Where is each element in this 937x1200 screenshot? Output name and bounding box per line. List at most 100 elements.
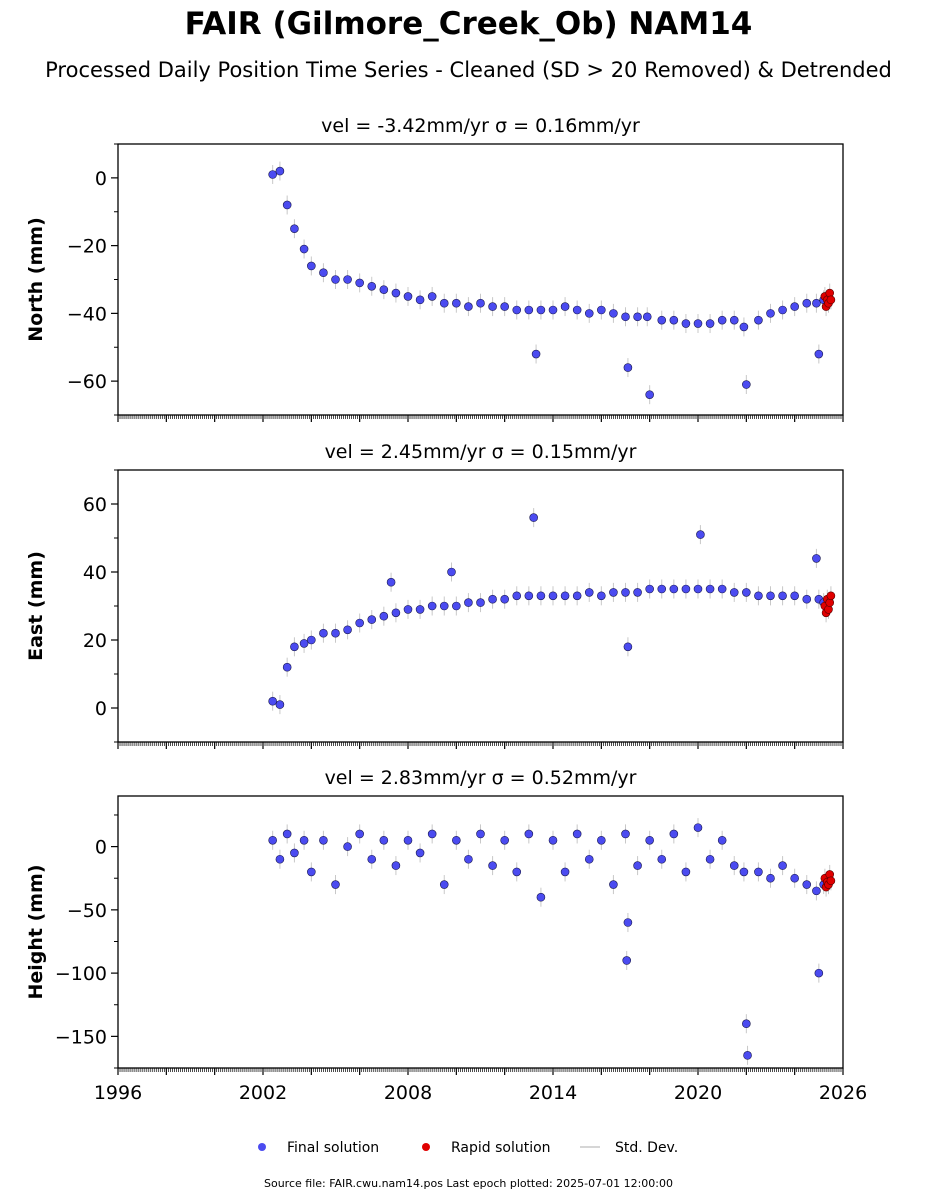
final-point [391, 861, 401, 870]
final-point [633, 588, 642, 597]
final-point [812, 554, 821, 563]
final-point [766, 309, 775, 318]
final-point [307, 867, 316, 877]
legend-label: Std. Dev. [615, 1140, 678, 1156]
final-point [693, 823, 703, 832]
panel-title: vel = 2.45mm/yr σ = 0.15mm/yr [325, 441, 637, 463]
final-point [307, 635, 316, 645]
y-tick-label: 0 [95, 168, 107, 190]
final-point [812, 298, 821, 308]
final-point [681, 584, 691, 594]
final-point [536, 305, 546, 315]
final-point [488, 594, 497, 604]
final-point [739, 322, 749, 332]
final-point [778, 305, 787, 315]
final-point [642, 312, 652, 322]
final-point [790, 591, 799, 601]
final-point [282, 662, 292, 672]
final-point [343, 842, 352, 851]
final-point [621, 829, 630, 839]
final-point [379, 285, 389, 294]
final-point [439, 298, 449, 308]
final-point [609, 309, 618, 318]
final-point [754, 315, 763, 325]
final-point [275, 166, 285, 176]
final-point [622, 956, 632, 965]
y-tick-label: −100 [55, 963, 107, 985]
final-point [802, 298, 812, 308]
final-point [717, 584, 727, 594]
y-axis-label: North (mm) [25, 217, 47, 342]
final-point [657, 315, 667, 325]
final-point [693, 584, 703, 594]
final-point [386, 577, 396, 587]
final-point [623, 642, 633, 652]
final-point [307, 261, 316, 271]
final-point [268, 835, 277, 845]
final-point [331, 275, 340, 284]
final-point [572, 829, 582, 839]
final-point [427, 601, 437, 611]
final-point [778, 591, 787, 601]
final-point [548, 305, 558, 315]
legend-label: Final solution [287, 1140, 379, 1156]
legend: Final solution Rapid solution Std. Dev. [258, 1140, 678, 1156]
page-subtitle: Processed Daily Position Time Series - C… [45, 58, 892, 82]
y-tick-label: −150 [55, 1026, 107, 1048]
final-point [476, 829, 485, 839]
final-point [560, 302, 570, 311]
final-point [529, 513, 538, 522]
y-axis-label: Height (mm) [25, 864, 47, 999]
final-point [633, 312, 642, 322]
final-point [657, 584, 667, 594]
y-tick-label: 0 [95, 698, 107, 720]
final-point [343, 275, 352, 284]
final-point [464, 302, 473, 311]
final-point [548, 591, 558, 601]
final-point [705, 584, 715, 594]
final-point [766, 873, 775, 883]
final-point [742, 1019, 751, 1029]
legend-item: Final solution [258, 1140, 379, 1156]
final-point [452, 601, 461, 611]
final-point [488, 861, 497, 870]
final-point [331, 628, 340, 638]
final-point [367, 615, 377, 624]
x-tick-label: 2026 [819, 1082, 867, 1104]
legend-item: Rapid solution [422, 1140, 551, 1156]
final-point [452, 835, 461, 845]
final-point [464, 598, 473, 607]
final-point [524, 305, 534, 315]
final-point [802, 880, 812, 889]
final-point [754, 591, 763, 601]
legend-marker [422, 1143, 430, 1151]
final-point [729, 861, 739, 870]
final-point [452, 298, 461, 308]
final-point [572, 591, 582, 601]
final-point [415, 605, 425, 614]
final-point [500, 835, 509, 845]
final-point [488, 302, 497, 311]
panel-1: vel = -3.42mm/yr σ = 0.16mm/yr North (mm)… [25, 115, 844, 422]
panel-3: vel = 2.83mm/yr σ = 0.52mm/yr Height (mm)… [25, 767, 867, 1104]
final-point [597, 305, 606, 315]
final-point [282, 829, 292, 839]
final-point [536, 892, 546, 902]
final-point [609, 880, 618, 889]
final-point [299, 639, 309, 648]
final-point [790, 302, 799, 311]
plot-area [268, 508, 836, 715]
source-footer: Source file: FAIR.cwu.nam14.pos Last epo… [263, 1177, 674, 1190]
final-point [275, 854, 285, 864]
final-point [379, 611, 389, 621]
final-point [524, 829, 534, 839]
final-point [645, 835, 654, 845]
panels: vel = -3.42mm/yr σ = 0.16mm/yr North (mm)… [25, 115, 867, 1104]
final-point [572, 305, 582, 315]
panel-title: vel = -3.42mm/yr σ = 0.16mm/yr [321, 115, 640, 137]
final-point [403, 835, 413, 845]
final-point [717, 835, 727, 845]
final-point [790, 873, 799, 883]
final-point [391, 288, 401, 298]
final-point [500, 594, 509, 604]
